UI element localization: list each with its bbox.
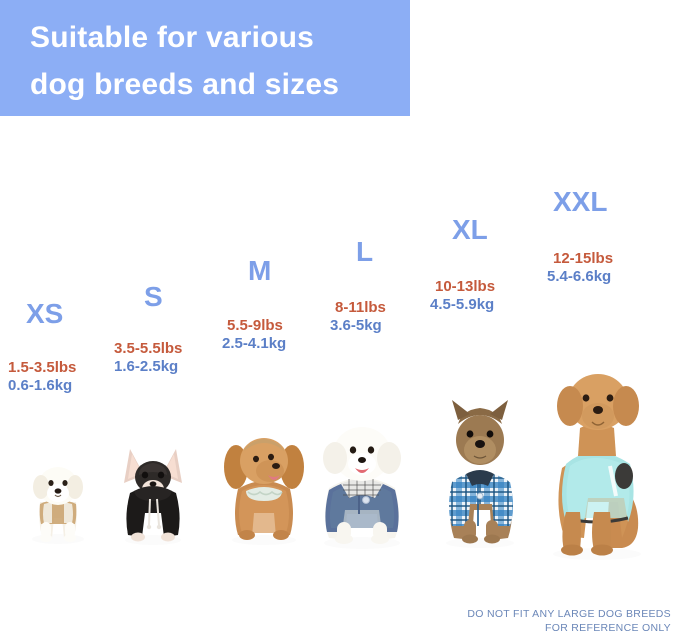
size-kg-m: 2.5-4.1kg — [222, 335, 287, 352]
dog-photo-xs — [22, 460, 94, 546]
size-group-m: M 5.5-9lbs 2.5-4.1kg — [222, 257, 286, 353]
size-lbs-m: 5.5-9lbs — [227, 317, 283, 334]
size-lbs-l: 8-11lbs — [335, 299, 386, 316]
size-group-s: S 3.5-5.5lbs 1.6-2.5kg — [114, 283, 182, 376]
header-banner: Suitable for various dog breeds and size… — [0, 0, 410, 116]
size-letter-xl: XL — [452, 214, 488, 245]
size-kg-s: 1.6-2.5kg — [114, 358, 179, 375]
size-lbs-xxl: 12-15lbs — [553, 250, 614, 267]
size-group-xl: XL 10-13lbs 4.5-5.9kg — [430, 216, 495, 314]
size-letter-xxl: XXL — [553, 186, 608, 217]
dog-photo-xl — [428, 398, 532, 550]
size-kg-xl: 4.5-5.9kg — [430, 296, 495, 313]
size-kg-xxl: 5.4-6.6kg — [547, 268, 612, 285]
size-letter-m: M — [248, 255, 272, 286]
footer-disclaimer: DO NOT FIT ANY LARGE DOG BREEDS FOR REFE… — [467, 607, 671, 635]
dog-photo-s — [112, 439, 194, 547]
dog-photo-l — [307, 422, 417, 550]
dog-photo-xxl — [532, 372, 662, 562]
dog-photo-m — [218, 429, 310, 547]
banner-title-line-2: dog breeds and sizes — [30, 68, 340, 101]
footer-line-1: DO NOT FIT ANY LARGE DOG BREEDS — [467, 608, 671, 620]
size-group-xxl: XXL 12-15lbs 5.4-6.6kg — [547, 188, 613, 286]
size-group-xs: XS 1.5-3.5lbs 0.6-1.6kg — [8, 300, 76, 395]
size-letter-l: L — [356, 236, 374, 267]
size-letter-s: S — [144, 281, 163, 312]
size-lbs-s: 3.5-5.5lbs — [114, 340, 183, 357]
banner-title-line-1: Suitable for various — [30, 21, 315, 54]
size-kg-xs: 0.6-1.6kg — [8, 377, 73, 394]
size-group-l: L 8-11lbs 3.6-5kg — [330, 238, 386, 335]
size-letter-xs: XS — [26, 298, 64, 329]
size-kg-l: 3.6-5kg — [330, 317, 382, 334]
footer-line-2: FOR REFERENCE ONLY — [545, 622, 671, 634]
size-lbs-xl: 10-13lbs — [435, 278, 496, 295]
size-lbs-xs: 1.5-3.5lbs — [8, 359, 77, 376]
